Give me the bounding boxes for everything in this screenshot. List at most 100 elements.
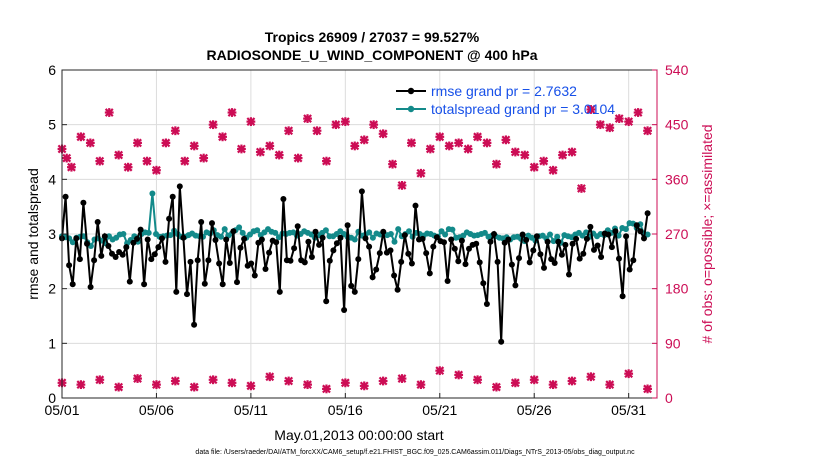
rmse-point <box>412 202 419 209</box>
obs-marker <box>133 138 142 148</box>
obs-marker <box>359 381 369 391</box>
y-left-tick-label: 0 <box>48 390 56 406</box>
rmse-point <box>448 236 455 243</box>
obs-marker <box>340 378 350 388</box>
obs-marker <box>142 156 152 166</box>
obs-marker <box>567 376 577 386</box>
obs-marker <box>643 126 652 136</box>
rmse-point <box>494 258 501 265</box>
obs-marker <box>624 369 634 379</box>
rmse-point <box>637 228 644 235</box>
rmse-point <box>84 240 90 247</box>
rmse-point <box>355 256 362 263</box>
rmse-point <box>348 282 355 289</box>
obs-marker <box>595 120 605 130</box>
rmse-point <box>159 235 165 242</box>
rmse-point <box>62 193 69 200</box>
y-right-tick-label: 540 <box>665 62 689 78</box>
obs-marker <box>369 120 379 130</box>
obs-marker <box>114 382 124 392</box>
obs-marker <box>473 132 482 142</box>
rmse-point <box>455 258 462 265</box>
rmse-point <box>148 256 155 263</box>
rmse-point <box>126 278 133 285</box>
spread-point <box>218 233 224 240</box>
rmse-point <box>323 298 330 305</box>
rmse-point <box>144 236 151 243</box>
x-tick-label: 05/31 <box>611 402 646 418</box>
rmse-point <box>362 235 369 242</box>
rmse-point <box>280 196 287 202</box>
rmse-point <box>423 250 430 257</box>
spread-point <box>406 228 412 235</box>
rmse-point <box>587 223 594 230</box>
axis-layer: 05/01 05/06 05/11 05/16 05/21 05/26 05/31 0 1 2 3 4… <box>44 62 688 418</box>
rmse-point <box>98 252 105 259</box>
obs-marker <box>407 138 416 148</box>
spread-point <box>236 224 243 231</box>
rmse-point <box>387 247 394 254</box>
legend-rmse-marker <box>407 87 415 95</box>
rmse-line <box>61 186 649 342</box>
obs-marker <box>322 384 331 394</box>
spread-point <box>481 229 488 236</box>
rmse-point <box>576 255 583 262</box>
obs-marker <box>95 375 105 385</box>
rmse-point <box>266 249 273 256</box>
obs-marker <box>284 376 294 386</box>
obs-marker <box>416 380 426 390</box>
rmse-point <box>458 237 465 244</box>
rmse-point <box>305 238 312 245</box>
rmse-point <box>598 254 605 260</box>
obs-marker <box>425 144 435 154</box>
obs-marker <box>227 108 237 117</box>
rmse-point <box>451 245 458 252</box>
obs-marker <box>208 375 218 385</box>
rmse-point <box>555 238 562 245</box>
rmse-point <box>594 242 601 249</box>
obs-marker <box>152 165 161 175</box>
rmse-point <box>558 251 565 258</box>
obs-marker <box>199 153 209 163</box>
y-left-tick-label: 1 <box>48 335 56 351</box>
rmse-point <box>537 251 544 258</box>
spread-point <box>622 226 629 233</box>
rmse-point <box>155 244 162 251</box>
obs-marker <box>104 108 114 117</box>
obs-marker <box>501 135 511 145</box>
legend-rmse-label: rmse grand pr = 2.7632 <box>431 83 577 99</box>
spread-point <box>351 236 358 243</box>
rmse-point <box>141 281 148 288</box>
rmse-point <box>312 228 319 235</box>
x-tick-label: 05/16 <box>328 402 363 418</box>
rmse-point <box>66 262 73 269</box>
rmse-point <box>198 219 205 225</box>
rmse-point <box>333 240 340 247</box>
spread-point <box>254 227 261 234</box>
spread-point <box>644 231 651 238</box>
footer-data-file: data file: /Users/raeder/DAI/ATM_forcXX/… <box>195 449 635 456</box>
rmse-point <box>462 261 469 268</box>
rmse-point <box>226 260 233 266</box>
rmse-point <box>491 231 497 237</box>
obs-marker <box>246 117 256 127</box>
rmse-point <box>580 250 587 257</box>
rmse-point <box>151 251 158 258</box>
obs-marker <box>614 114 624 123</box>
obs-marker <box>237 144 246 154</box>
rmse-point <box>551 260 558 266</box>
y-right-tick-label: 0 <box>665 390 673 406</box>
obs-marker <box>397 181 407 190</box>
rmse-point <box>562 241 569 248</box>
rmse-point <box>369 274 376 281</box>
spread-point <box>239 229 246 236</box>
y-right-tick-label: 270 <box>665 226 689 242</box>
obs-marker <box>577 184 586 193</box>
rmse-point <box>616 255 622 262</box>
rmse-point <box>194 257 201 264</box>
rmse-point <box>80 199 87 206</box>
rmse-point <box>441 239 447 246</box>
spread-point <box>322 227 329 234</box>
obs-marker <box>378 129 388 139</box>
obs-marker <box>388 159 397 169</box>
